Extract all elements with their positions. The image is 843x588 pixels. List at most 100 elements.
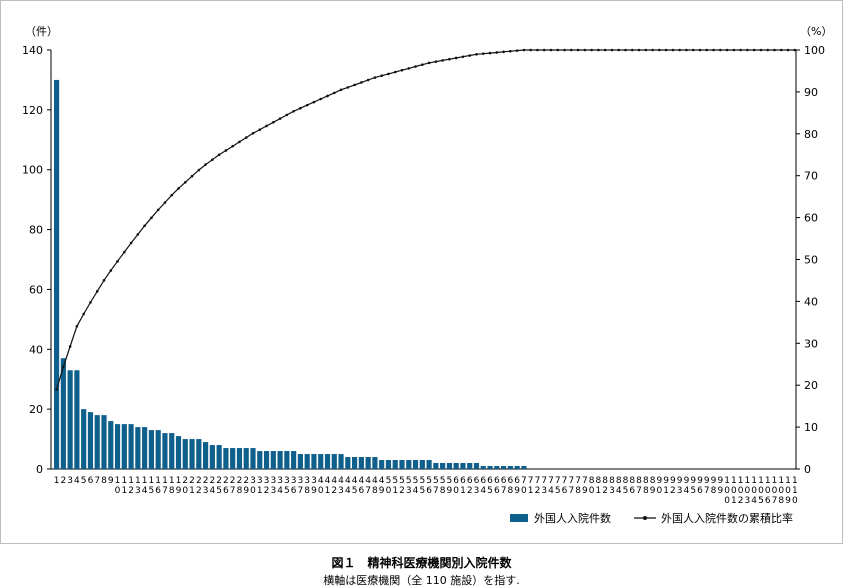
legend-swatch-bars xyxy=(510,514,528,522)
x-tick-label: 6 xyxy=(460,476,466,486)
x-tick-label: 7 xyxy=(365,486,371,496)
x-tick-label: 2 xyxy=(216,476,222,486)
x-tick-label: 4 xyxy=(616,486,622,496)
cumulative-point xyxy=(773,48,776,52)
cumulative-point xyxy=(380,74,383,78)
right-tick-label: 40 xyxy=(804,295,818,308)
x-tick-label: 1 xyxy=(169,476,175,486)
cumulative-point xyxy=(759,48,763,52)
cumulative-point xyxy=(123,250,126,254)
bar xyxy=(372,457,378,469)
x-tick-label: 6 xyxy=(765,496,771,506)
cumulative-point xyxy=(678,48,681,52)
cumulative-point xyxy=(515,49,519,52)
x-tick-label: 9 xyxy=(670,476,676,486)
x-tick-label: 8 xyxy=(711,486,717,496)
bar xyxy=(67,370,73,469)
bar xyxy=(216,445,222,469)
x-tick-label: 3 xyxy=(250,476,256,486)
x-tick-label: 5 xyxy=(419,486,425,496)
cumulative-point xyxy=(488,51,492,55)
x-tick-label: 8 xyxy=(643,476,649,486)
x-tick-label: 5 xyxy=(399,476,405,486)
x-tick-label: 5 xyxy=(487,486,493,496)
x-tick-label: 1 xyxy=(128,476,134,486)
cumulative-point xyxy=(62,365,65,369)
x-tick-label: 6 xyxy=(629,486,635,496)
cumulative-point xyxy=(326,94,329,98)
x-tick-label: 9 xyxy=(717,486,723,496)
x-tick-label: 5 xyxy=(386,476,392,486)
x-tick-label: 2 xyxy=(209,476,215,486)
bar xyxy=(54,79,60,469)
x-tick-label: 4 xyxy=(751,496,757,506)
cumulative-point xyxy=(217,153,221,157)
legend-label-bars: 外国人入院件数 xyxy=(534,511,611,525)
bar xyxy=(203,442,209,469)
cumulative-point xyxy=(630,48,634,52)
x-tick-label: 9 xyxy=(711,476,717,486)
bar xyxy=(507,466,513,469)
cumulative-point xyxy=(549,48,553,52)
x-tick-label: 7 xyxy=(501,486,507,496)
x-tick-label: 7 xyxy=(555,476,561,486)
x-tick-label: 5 xyxy=(149,486,155,496)
x-tick-label: 1 xyxy=(189,486,195,496)
bar xyxy=(81,409,87,469)
x-tick-label: 0 xyxy=(521,486,527,496)
bar xyxy=(209,445,215,469)
bar xyxy=(460,463,466,469)
right-tick-label: 20 xyxy=(804,379,818,392)
x-tick-label: 7 xyxy=(298,486,304,496)
left-tick-label: 100 xyxy=(22,164,43,177)
bar xyxy=(270,451,276,469)
cumulative-point xyxy=(393,70,397,74)
x-tick-label: 3 xyxy=(270,476,276,486)
cumulative-point xyxy=(705,48,709,52)
cumulative-point xyxy=(712,48,715,52)
cumulative-point xyxy=(272,120,275,124)
x-tick-label: 4 xyxy=(352,476,358,486)
x-tick-label: 1 xyxy=(731,496,737,506)
bar xyxy=(487,466,493,469)
x-tick-label: 9 xyxy=(650,486,656,496)
x-tick-label: 9 xyxy=(243,486,249,496)
cumulative-point xyxy=(197,168,201,172)
x-tick-label: 6 xyxy=(291,486,297,496)
cumulative-point xyxy=(82,312,85,316)
bar xyxy=(352,457,358,469)
x-tick-label: 8 xyxy=(575,486,581,496)
x-tick-label: 5 xyxy=(284,486,290,496)
x-tick-label: 7 xyxy=(521,476,527,486)
x-tick-label: 7 xyxy=(162,486,168,496)
cumulative-point xyxy=(664,48,668,52)
left-tick-label: 0 xyxy=(36,463,43,476)
x-tick-label: 5 xyxy=(81,476,87,486)
cumulative-point xyxy=(746,48,749,52)
cumulative-point xyxy=(55,388,58,391)
cumulative-point xyxy=(285,113,289,117)
bar xyxy=(128,424,134,469)
cumulative-point xyxy=(305,103,309,107)
x-tick-label: 4 xyxy=(684,486,690,496)
bar xyxy=(311,454,317,469)
x-tick-label: 7 xyxy=(528,476,534,486)
bar xyxy=(277,451,283,469)
x-tick-label: 5 xyxy=(406,476,412,486)
cumulative-point xyxy=(332,91,336,95)
x-tick-label: 6 xyxy=(697,486,703,496)
x-tick-label: 4 xyxy=(480,486,486,496)
cumulative-point xyxy=(312,100,316,104)
x-tick-label: 0 xyxy=(738,486,744,496)
bar xyxy=(467,463,473,469)
cumulative-point xyxy=(610,48,614,52)
x-tick-label: 0 xyxy=(765,486,771,496)
x-tick-label: 0 xyxy=(182,486,188,496)
x-tick-label: 1 xyxy=(257,486,263,496)
bar xyxy=(169,433,175,469)
x-tick-label: 4 xyxy=(277,486,283,496)
x-tick-label: 5 xyxy=(623,486,629,496)
x-tick-label: 1 xyxy=(176,476,182,486)
x-tick-label: 2 xyxy=(223,476,229,486)
x-tick-label: 5 xyxy=(216,486,222,496)
